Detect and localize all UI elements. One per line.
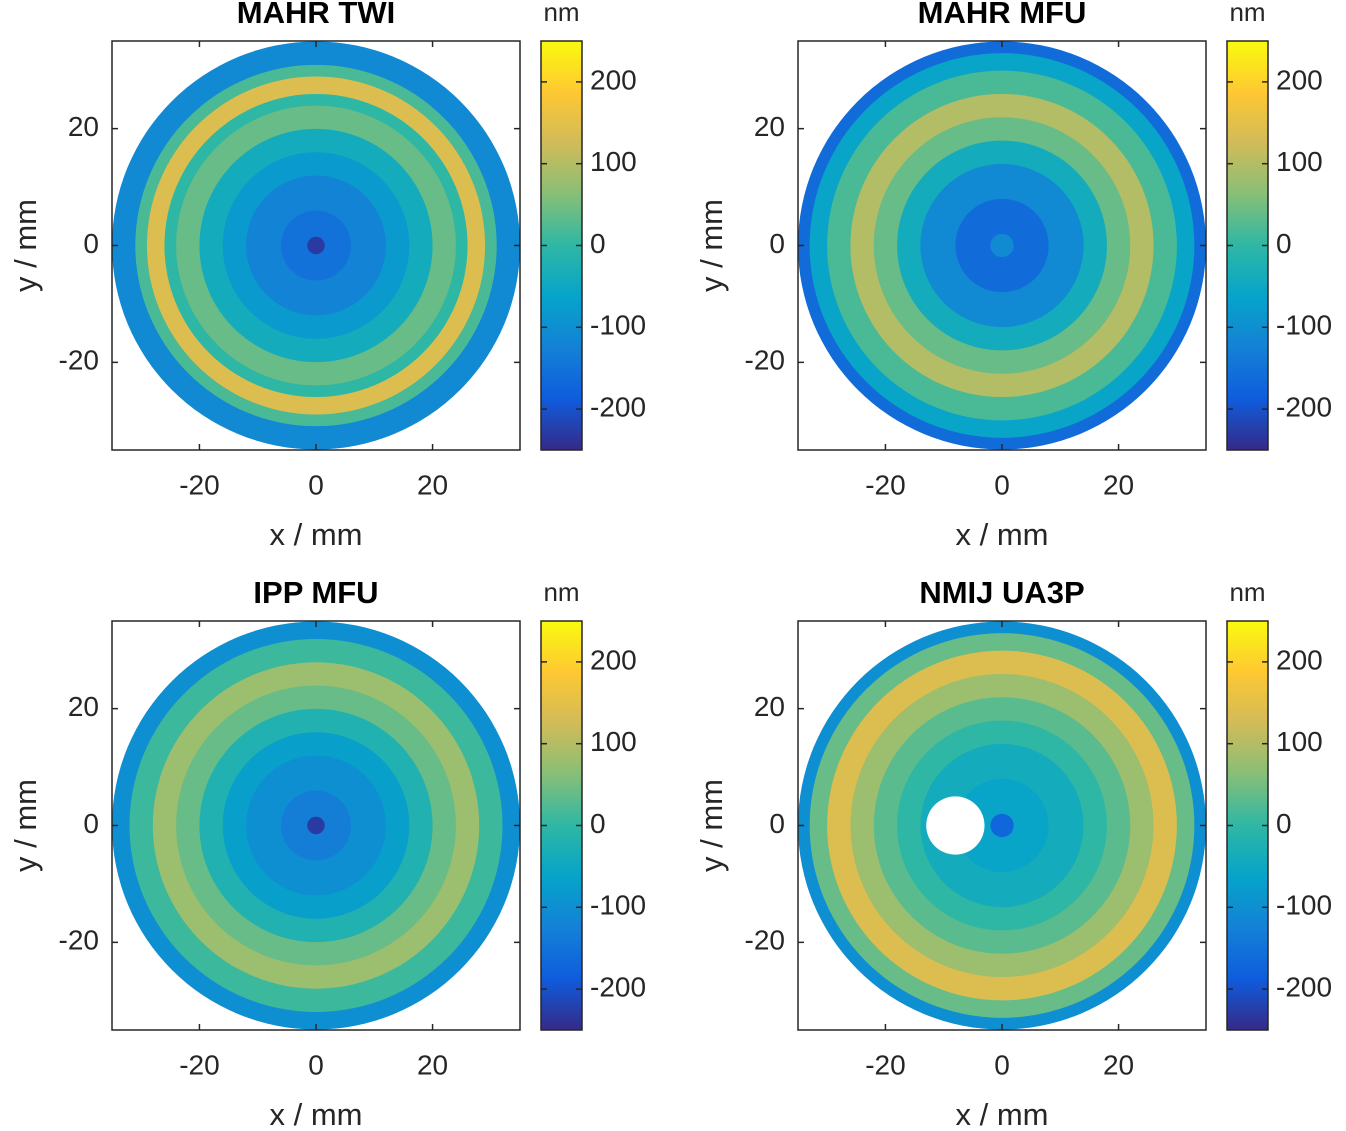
y-axis-label: y / mm <box>694 779 729 872</box>
x-tick-label: -20 <box>865 1049 905 1080</box>
ring <box>990 813 1014 838</box>
colorbar-tick-label: -100 <box>1276 310 1332 341</box>
colorbar-tick-label: 0 <box>590 808 606 839</box>
x-tick-label: -20 <box>179 469 219 500</box>
colorbar-label: nm <box>1229 577 1265 607</box>
colorbar-tick-label: 0 <box>1276 228 1292 259</box>
x-tick-label: -20 <box>865 469 905 500</box>
y-tick-label: 0 <box>83 228 99 259</box>
x-axis-label: x / mm <box>270 1097 363 1131</box>
y-tick-label: 20 <box>68 691 99 722</box>
y-tick-label: 20 <box>754 691 785 722</box>
colorbar-tick-label: 100 <box>1276 726 1323 757</box>
ring <box>307 236 325 255</box>
x-tick-label: 0 <box>994 1049 1010 1080</box>
colorbar-tick-label: -100 <box>590 890 646 921</box>
y-tick-label: -20 <box>59 925 99 956</box>
colorbar-tick-label: 200 <box>590 644 637 675</box>
colorbar-tick-label: 100 <box>1276 146 1323 177</box>
chart-title: IPP MFU <box>253 575 378 610</box>
x-tick-label: 20 <box>1103 469 1134 500</box>
colorbar <box>540 40 583 451</box>
colorbar-label: nm <box>543 577 579 607</box>
x-axis-label: x / mm <box>956 517 1049 552</box>
colorbar-tick-label: 200 <box>590 64 637 95</box>
x-tick-label: 20 <box>1103 1049 1134 1080</box>
y-tick-label: -20 <box>745 925 785 956</box>
y-tick-label: 0 <box>83 808 99 839</box>
x-tick-label: -20 <box>179 1049 219 1080</box>
chart-title: NMIJ UA3P <box>919 575 1084 610</box>
y-tick-label: 20 <box>68 111 99 142</box>
colorbar-tick-label: 100 <box>590 146 637 177</box>
x-axis-label: x / mm <box>270 517 363 552</box>
x-tick-label: 0 <box>308 1049 324 1080</box>
y-axis-label: y / mm <box>8 779 43 872</box>
colorbar-tick-label: -100 <box>590 310 646 341</box>
x-tick-label: 0 <box>308 469 324 500</box>
colorbar-tick-label: -200 <box>1276 391 1332 422</box>
x-tick-label: 20 <box>417 1049 448 1080</box>
x-tick-label: 0 <box>994 469 1010 500</box>
chart-title: MAHR MFU <box>918 0 1087 30</box>
colorbar-tick-label: 0 <box>1276 808 1292 839</box>
colorbar-tick-label: -200 <box>1276 971 1332 1002</box>
colorbar <box>1226 620 1269 1031</box>
y-tick-label: 0 <box>769 228 785 259</box>
y-tick-label: 0 <box>769 808 785 839</box>
colorbar-tick-label: -200 <box>590 391 646 422</box>
y-axis-label: y / mm <box>8 199 43 292</box>
colorbar-tick-label: -100 <box>1276 890 1332 921</box>
colorbar-tick-label: 0 <box>590 228 606 259</box>
ring <box>307 816 325 835</box>
y-axis-label: y / mm <box>694 199 729 292</box>
colorbar <box>540 620 583 1031</box>
colorbar-tick-label: 200 <box>1276 64 1323 95</box>
colorbar-tick-label: 200 <box>1276 644 1323 675</box>
colorbar-tick-label: 100 <box>590 726 637 757</box>
hole <box>926 796 985 855</box>
colorbar-label: nm <box>1229 0 1265 27</box>
x-tick-label: 20 <box>417 469 448 500</box>
x-axis-label: x / mm <box>956 1097 1049 1131</box>
ring <box>990 233 1014 258</box>
colorbar-tick-label: -200 <box>590 971 646 1002</box>
y-tick-label: 20 <box>754 111 785 142</box>
chart-title: MAHR TWI <box>237 0 395 30</box>
y-tick-label: -20 <box>745 345 785 376</box>
colorbar <box>1226 40 1269 451</box>
colorbar-label: nm <box>543 0 579 27</box>
y-tick-label: -20 <box>59 345 99 376</box>
